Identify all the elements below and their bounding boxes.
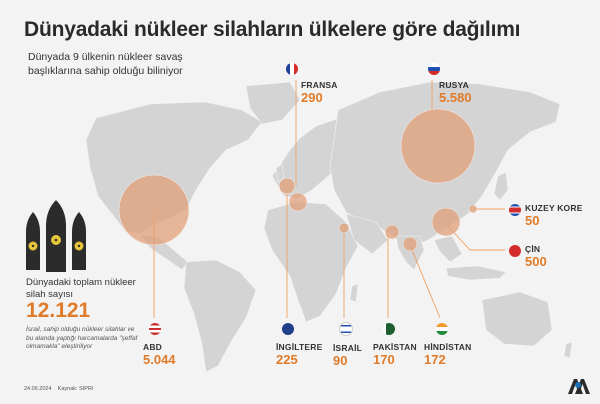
missile-right	[72, 212, 86, 270]
country-value: 500	[525, 254, 547, 269]
indonesia-shape	[445, 265, 507, 281]
label-israil: İSRAİL 90	[333, 322, 362, 368]
arabia-shape	[345, 213, 389, 255]
country-name: İSRAİL	[333, 343, 363, 353]
se-asia-shape	[433, 235, 463, 263]
bubble-abd	[118, 174, 190, 246]
australia-shape	[481, 291, 553, 347]
bubble-israil	[338, 222, 350, 234]
total-label: Dünyadaki toplam nükleer silah sayısı	[26, 277, 136, 300]
label-cin: ÇİN 500	[509, 244, 547, 269]
page-subtitle: Dünyada 9 ülkenin nükleer savaş başlıkla…	[28, 51, 183, 77]
country-name: ABD	[143, 342, 163, 352]
africa-shape	[263, 201, 359, 323]
label-kuzeykore: KUZEY KORE 50	[509, 203, 583, 228]
bubble-rusya	[400, 108, 476, 184]
country-value: 290	[301, 90, 323, 105]
madagascar-shape	[349, 283, 359, 303]
flag-france-icon	[286, 63, 298, 75]
label-fransa: FRANSA 290	[286, 62, 338, 105]
country-name: KUZEY KORE	[525, 203, 583, 213]
leader-lines	[153, 80, 505, 319]
country-name: PAKİSTAN	[373, 342, 417, 352]
flag-pakistan-icon	[383, 323, 395, 335]
country-value: 90	[333, 353, 348, 368]
footer-source: Kaynak: SIPRI	[57, 386, 94, 392]
label-rusya: RUSYA 5.580	[428, 62, 472, 105]
flag-russia-icon	[428, 63, 440, 75]
bubble-kuzeykore	[468, 204, 478, 214]
country-name: HİNDİSTAN	[424, 342, 472, 352]
country-name: ÇİN	[525, 244, 541, 254]
new-zealand-shape	[563, 341, 573, 359]
total-value: 12.121	[26, 299, 91, 322]
country-name: FRANSA	[301, 80, 338, 90]
country-value: 170	[373, 352, 395, 367]
uk-shape	[275, 163, 285, 183]
missile-left	[26, 212, 40, 270]
bubble-cin	[431, 207, 461, 237]
footer-date: 24.06.2024	[24, 386, 52, 392]
flag-israel-icon	[339, 322, 353, 336]
country-value: 172	[424, 352, 446, 367]
israel-note: İsrail, sahip olduğu nükleer silahlar ve…	[26, 326, 138, 350]
label-pakistan: PAKİSTAN 170	[373, 322, 417, 367]
country-name: İNGİLTERE	[276, 342, 323, 352]
label-hindistan: HİNDİSTAN 172	[424, 322, 471, 367]
country-name: RUSYA	[439, 80, 469, 90]
page-title: Dünyadaki nükleer silahların ülkelere gö…	[24, 18, 521, 41]
flag-china-icon	[509, 245, 521, 257]
aa-logo-icon	[568, 379, 590, 394]
label-abd: ABD 5.044	[143, 322, 176, 367]
flag-north-korea-icon	[509, 204, 521, 216]
bubbles	[118, 108, 478, 252]
country-value: 225	[276, 352, 298, 367]
flag-uk-icon	[282, 323, 294, 335]
greenland-shape	[245, 81, 301, 125]
south-america-shape	[183, 259, 257, 373]
leader-hindistan	[409, 244, 441, 319]
missiles-illustration	[26, 200, 86, 272]
footer: 24.06.2024 Kaynak: SIPRI	[24, 386, 93, 392]
country-value: 5.580	[439, 90, 472, 105]
leader-cin	[447, 225, 505, 251]
bubble-fransa	[288, 192, 308, 212]
flag-usa-icon	[149, 323, 161, 335]
japan-shape	[493, 171, 509, 201]
bubble-pakistan	[384, 224, 400, 240]
bubble-hindistan	[402, 236, 418, 252]
flag-india-icon	[436, 323, 448, 335]
country-value: 5.044	[143, 352, 176, 367]
bubble-ingiltere	[278, 177, 296, 195]
country-value: 50	[525, 213, 540, 228]
label-ingiltere: İNGİLTERE 225	[276, 322, 323, 367]
